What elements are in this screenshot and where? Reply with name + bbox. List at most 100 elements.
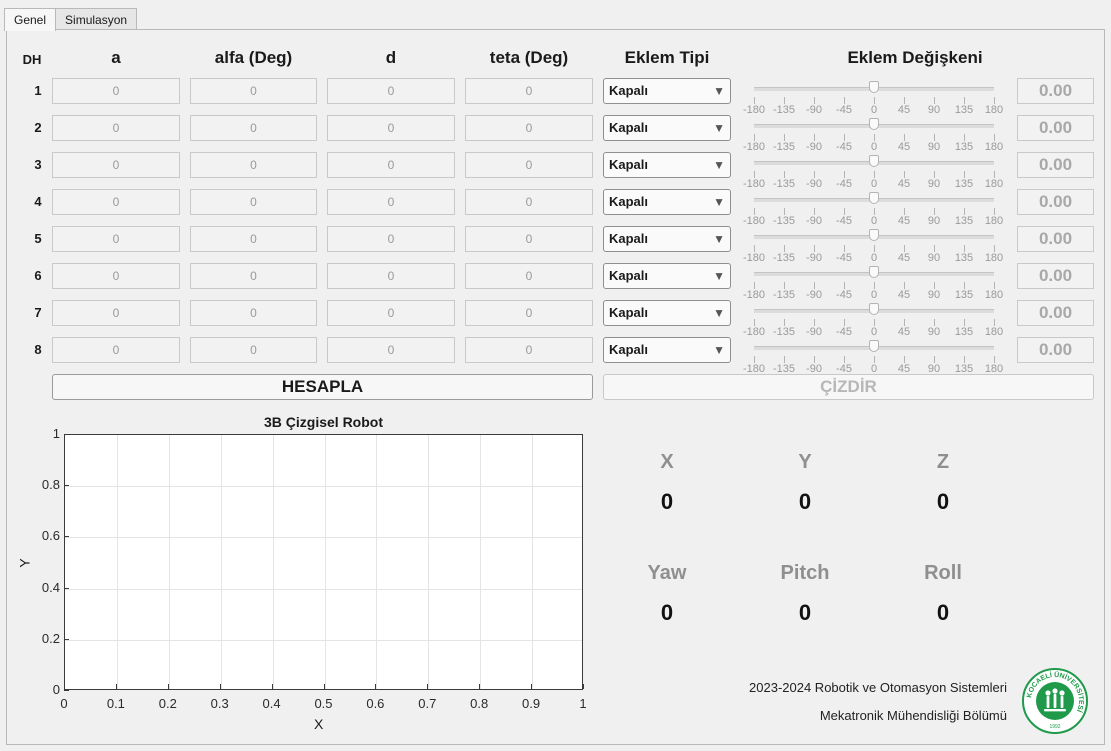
- university-logo-icon: KOCAELİ ÜNİVERSİTESİ 1992: [1022, 668, 1088, 734]
- row-number: 7: [34, 305, 42, 320]
- slider-tick-label: -45: [836, 141, 852, 153]
- plot-xlabel: X: [314, 716, 324, 732]
- dh-d-input[interactable]: 0: [327, 226, 455, 252]
- slider-thumb[interactable]: [869, 266, 879, 278]
- dh-a-input[interactable]: 0: [52, 226, 180, 252]
- slider-tick: [904, 171, 905, 178]
- dh-alfa-input[interactable]: 0: [190, 152, 317, 178]
- slider-thumb[interactable]: [869, 303, 879, 315]
- slider-tick-label: 180: [984, 289, 1004, 301]
- dh-teta-input[interactable]: 0: [465, 337, 593, 363]
- joint-type-dropdown[interactable]: Kapalı ▼: [603, 337, 731, 363]
- tab-simulasyon[interactable]: Simulasyon: [55, 8, 138, 30]
- dh-teta-input[interactable]: 0: [465, 226, 593, 252]
- dh-d-input[interactable]: 0: [327, 152, 455, 178]
- grid-line-vertical: [116, 435, 118, 689]
- slider-thumb[interactable]: [869, 118, 879, 130]
- slider-tick: [844, 134, 845, 141]
- slider-thumb[interactable]: [869, 229, 879, 241]
- dh-a-input[interactable]: 0: [52, 189, 180, 215]
- slider-tick-label: 135: [954, 252, 974, 264]
- plot-axes[interactable]: [64, 434, 583, 690]
- dh-alfa-input[interactable]: 0: [190, 78, 317, 104]
- dh-teta-input[interactable]: 0: [465, 300, 593, 326]
- dh-alfa-input[interactable]: 0: [190, 263, 317, 289]
- dh-teta-input[interactable]: 0: [465, 189, 593, 215]
- slider-thumb[interactable]: [869, 340, 879, 352]
- slider-tick-label: 90: [927, 252, 941, 264]
- slider-thumb[interactable]: [869, 155, 879, 167]
- slider-tick: [874, 208, 875, 215]
- chevron-down-icon: ▼: [713, 84, 725, 98]
- pose-roll-label: Roll: [924, 562, 962, 584]
- slider-tick-label: 0: [870, 326, 878, 338]
- dh-a-input[interactable]: 0: [52, 300, 180, 326]
- joint-type-dropdown[interactable]: Kapalı ▼: [603, 78, 731, 104]
- joint-variable-slider[interactable]: -180 -135 -90 -45 0 45 90 135 180: [738, 79, 1008, 116]
- slider-tick: [844, 356, 845, 363]
- dh-d-input[interactable]: 0: [327, 300, 455, 326]
- dh-alfa-input[interactable]: 0: [190, 115, 317, 141]
- slider-tick-label: -45: [836, 289, 852, 301]
- joint-variable-slider[interactable]: -180 -135 -90 -45 0 45 90 135 180: [738, 190, 1008, 227]
- slider-tick: [754, 208, 755, 215]
- slider-tick: [964, 208, 965, 215]
- joint-variable-output: 0.00: [1017, 189, 1094, 215]
- slider-tick-label: -180: [742, 289, 766, 301]
- dh-alfa-input[interactable]: 0: [190, 226, 317, 252]
- grid-line-vertical: [480, 435, 482, 689]
- joint-variable-slider[interactable]: -180 -135 -90 -45 0 45 90 135 180: [738, 338, 1008, 375]
- slider-tick: [964, 319, 965, 326]
- cizdir-button[interactable]: ÇİZDİR: [603, 374, 1094, 400]
- slider-tick: [784, 208, 785, 215]
- pose-y-label: Y: [798, 451, 812, 473]
- y-tick-label: 1: [52, 426, 60, 441]
- slider-tick: [784, 319, 785, 326]
- slider-tick-label: 45: [897, 289, 911, 301]
- dh-d-input[interactable]: 0: [327, 263, 455, 289]
- joint-variable-slider[interactable]: -180 -135 -90 -45 0 45 90 135 180: [738, 153, 1008, 190]
- slider-tick-label: -45: [836, 326, 852, 338]
- joint-type-dropdown[interactable]: Kapalı ▼: [603, 152, 731, 178]
- grid-line-vertical: [532, 435, 534, 689]
- tab-genel[interactable]: Genel: [4, 8, 57, 31]
- joint-type-dropdown[interactable]: Kapalı ▼: [603, 263, 731, 289]
- dh-alfa-input[interactable]: 0: [190, 300, 317, 326]
- slider-thumb[interactable]: [869, 192, 879, 204]
- dh-alfa-input[interactable]: 0: [190, 189, 317, 215]
- dh-d-input[interactable]: 0: [327, 115, 455, 141]
- hesapla-button[interactable]: HESAPLA: [52, 374, 593, 400]
- row-number: 1: [34, 83, 42, 98]
- dh-teta-input[interactable]: 0: [465, 115, 593, 141]
- dh-a-input[interactable]: 0: [52, 78, 180, 104]
- slider-tick: [844, 208, 845, 215]
- dh-teta-input[interactable]: 0: [465, 152, 593, 178]
- dh-a-input[interactable]: 0: [52, 337, 180, 363]
- slider-tick-label: 90: [927, 215, 941, 227]
- slider-tick: [964, 134, 965, 141]
- slider-tick-label: -180: [742, 326, 766, 338]
- dh-alfa-input[interactable]: 0: [190, 337, 317, 363]
- dh-a-input[interactable]: 0: [52, 152, 180, 178]
- joint-variable-slider[interactable]: -180 -135 -90 -45 0 45 90 135 180: [738, 227, 1008, 264]
- dh-teta-input[interactable]: 0: [465, 78, 593, 104]
- joint-type-dropdown[interactable]: Kapalı ▼: [603, 115, 731, 141]
- joint-type-dropdown[interactable]: Kapalı ▼: [603, 226, 731, 252]
- slider-tick-label: -90: [806, 289, 822, 301]
- joint-type-dropdown[interactable]: Kapalı ▼: [603, 189, 731, 215]
- joint-type-dropdown[interactable]: Kapalı ▼: [603, 300, 731, 326]
- joint-variable-output: 0.00: [1017, 78, 1094, 104]
- slider-tick-label: -135: [772, 141, 796, 153]
- dh-d-input[interactable]: 0: [327, 337, 455, 363]
- dh-a-input[interactable]: 0: [52, 263, 180, 289]
- header-teta: teta (Deg): [489, 48, 569, 67]
- joint-variable-slider[interactable]: -180 -135 -90 -45 0 45 90 135 180: [738, 264, 1008, 301]
- joint-variable-slider[interactable]: -180 -135 -90 -45 0 45 90 135 180: [738, 301, 1008, 338]
- x-tick-label: 0.6: [366, 696, 385, 711]
- dh-teta-input[interactable]: 0: [465, 263, 593, 289]
- joint-variable-slider[interactable]: -180 -135 -90 -45 0 45 90 135 180: [738, 116, 1008, 153]
- slider-thumb[interactable]: [869, 81, 879, 93]
- dh-d-input[interactable]: 0: [327, 189, 455, 215]
- dh-a-input[interactable]: 0: [52, 115, 180, 141]
- dh-d-input[interactable]: 0: [327, 78, 455, 104]
